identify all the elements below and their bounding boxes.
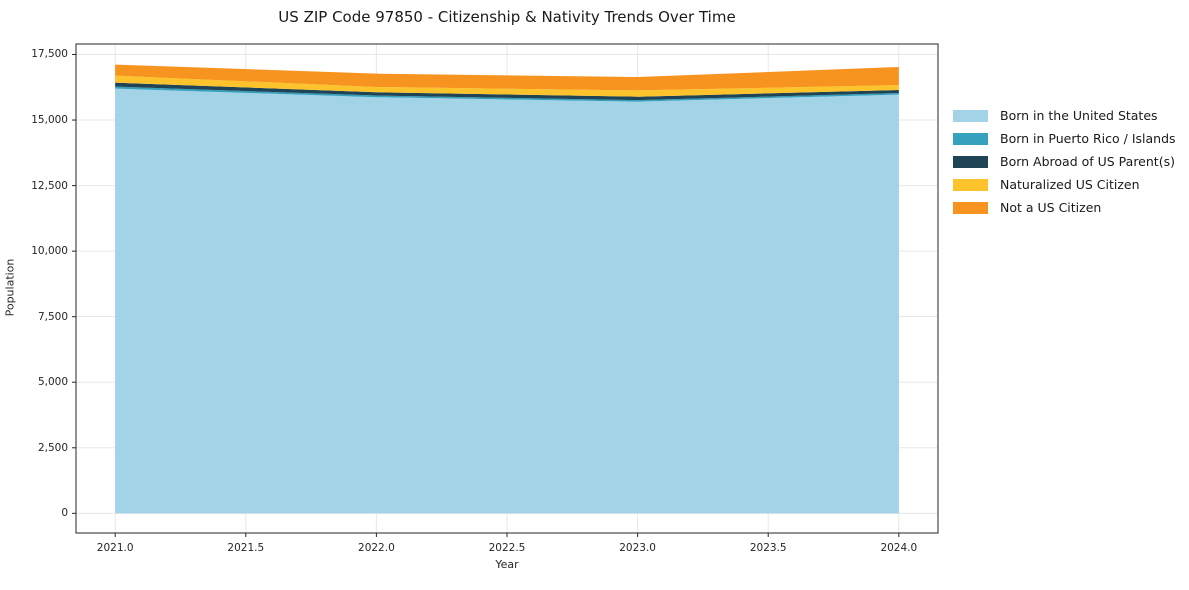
area-series-3: [115, 75, 899, 97]
legend-swatch: [953, 178, 988, 191]
x-tick-label: 2021.0: [96, 542, 134, 554]
y-tick-label: 7,500: [37, 310, 68, 323]
chart-title: US ZIP Code 97850 - Citizenship & Nativi…: [278, 8, 736, 26]
area-series-4: [115, 64, 899, 91]
x-tick-label: 2022.0: [358, 542, 395, 554]
legend-item-2: Born Abroad of US Parent(s): [953, 150, 1176, 173]
legend-label: Born in Puerto Rico / Islands: [1000, 131, 1176, 146]
x-axis-label: Year: [495, 558, 519, 571]
legend-item-0: Born in the United States: [953, 104, 1176, 127]
legend-label: Born Abroad of US Parent(s): [1000, 154, 1175, 169]
y-tick-label: 0: [61, 507, 68, 520]
y-tick-label: 5,000: [37, 376, 68, 389]
legend-label: Naturalized US Citizen: [1000, 177, 1140, 192]
legend-label: Born in the United States: [1000, 108, 1158, 123]
area-series-2: [115, 82, 899, 101]
y-tick-label: 2,500: [37, 441, 68, 454]
legend-label: Not a US Citizen: [1000, 200, 1102, 215]
area-series-1: [115, 86, 899, 102]
x-tick-label: 2022.5: [488, 542, 526, 554]
y-tick-label: 17,500: [31, 48, 68, 61]
y-tick-label: 15,000: [31, 114, 68, 127]
legend: Born in the United States Born in Puerto …: [953, 104, 1176, 219]
y-tick-label: 12,500: [31, 179, 68, 192]
legend-swatch: [953, 132, 988, 145]
legend-item-1: Born in Puerto Rico / Islands: [953, 127, 1176, 150]
legend-swatch: [953, 201, 988, 214]
legend-item-4: Not a US Citizen: [953, 196, 1176, 219]
x-tick-label: 2024.0: [880, 542, 918, 554]
y-tick-label: 10,000: [31, 245, 68, 258]
legend-swatch: [953, 109, 988, 122]
x-tick-label: 2023.0: [619, 542, 656, 554]
y-axis-label: Population: [3, 258, 17, 317]
area-series-0: [115, 88, 899, 514]
legend-swatch: [953, 155, 988, 168]
x-tick-label: 2023.5: [749, 542, 787, 554]
legend-item-3: Naturalized US Citizen: [953, 173, 1176, 196]
x-tick-label: 2021.5: [227, 542, 265, 554]
